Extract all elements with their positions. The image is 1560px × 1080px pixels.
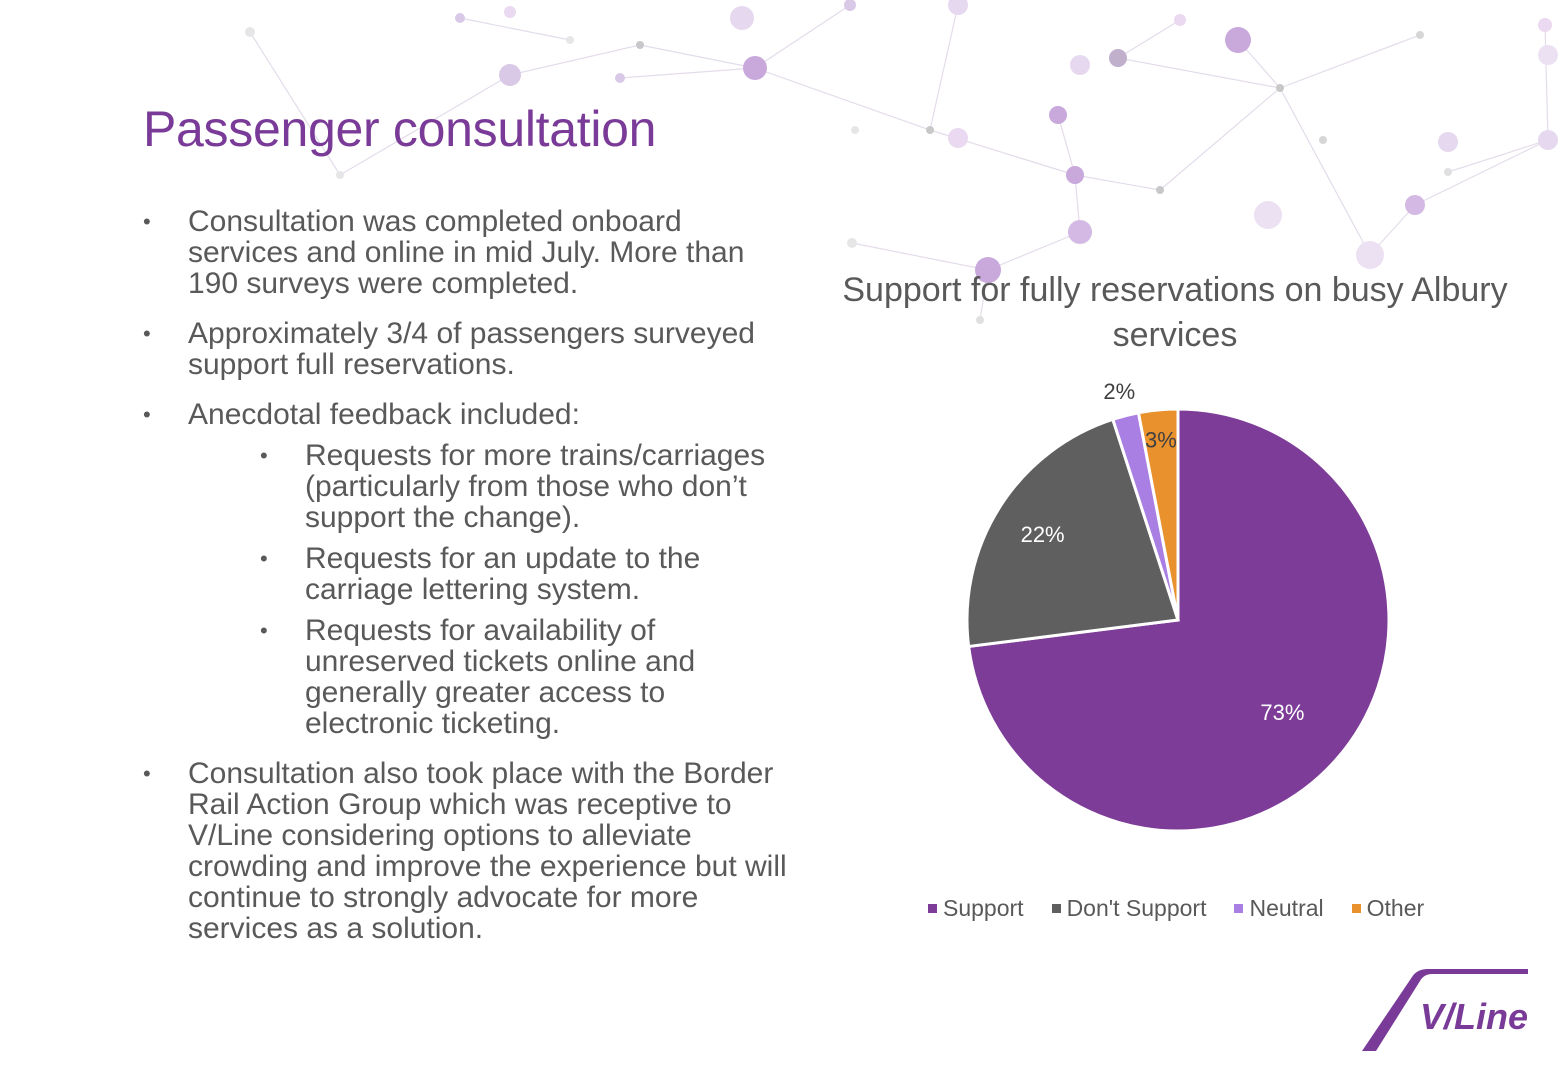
legend-item-neutral: Neutral [1234, 894, 1324, 922]
slide-title: Passenger consultation [143, 101, 657, 157]
data-label-neutral: 2% [1103, 379, 1135, 404]
legend-swatch [1351, 903, 1361, 913]
pie-slice-other [1136, 407, 1180, 621]
legend-swatch [1234, 903, 1244, 913]
sub-bullet-item: • Requests for more trains/carriages (pa… [260, 440, 793, 533]
bullet-text: Consultation was completed onboard servi… [188, 205, 745, 300]
data-label-support: 73% [1260, 700, 1304, 725]
data-label-dont-support: 22% [1021, 522, 1065, 547]
legend-item-dont-support: Don't Support [1051, 894, 1207, 922]
bullet-glyph: • [260, 443, 268, 468]
logo-track-swoosh [1362, 969, 1528, 1051]
bullet-list: • Consultation was completed onboard ser… [143, 206, 793, 963]
bullet-text: Anecdotal feedback included: [188, 398, 580, 431]
bullet-glyph: • [143, 209, 151, 234]
bullet-glyph: • [260, 546, 268, 571]
sub-bullet-text: Requests for availability of unreserved … [305, 614, 696, 740]
legend-label: Neutral [1249, 894, 1324, 921]
chart-title-line: services [1112, 316, 1238, 354]
legend-swatch [928, 903, 937, 913]
bullet-glyph: • [143, 321, 151, 346]
legend-item-other: Other [1351, 894, 1425, 922]
chart-legend: Support Don't Support Neutral Other [928, 893, 1452, 923]
bullet-text: Consultation also took place with the Bo… [188, 757, 787, 945]
pie-slice-dont-support [965, 417, 1180, 649]
bullet-glyph: • [143, 761, 151, 786]
vline-logo: V/Line [1362, 969, 1528, 1051]
legend-label: Don't Support [1066, 894, 1207, 921]
chart-title: Support for fully reservations on busy A… [815, 268, 1535, 358]
sub-bullet-item: • Requests for availability of unreserve… [260, 615, 793, 739]
bullet-item: • Consultation was completed onboard ser… [143, 206, 793, 299]
legend-label: Other [1366, 894, 1425, 921]
legend-item-support: Support [928, 895, 1024, 922]
sub-bullet-item: • Requests for an update to the carriage… [260, 543, 793, 605]
logo-wordmark: V/Line [1420, 996, 1528, 1037]
sub-bullet-text: Requests for an update to the carriage l… [305, 542, 701, 606]
bullet-item: • Approximately 3/4 of passengers survey… [143, 318, 793, 380]
bullet-item: • Consultation also took place with the … [143, 758, 793, 944]
legend-label: Support [943, 894, 1024, 921]
bullet-glyph: • [260, 618, 268, 643]
sub-bullet-text: Requests for more trains/carriages (part… [305, 439, 766, 534]
bullet-item: • Anecdotal feedback included: • Request… [143, 399, 793, 739]
sub-bullet-list: • Requests for more trains/carriages (pa… [143, 440, 793, 739]
bullet-text: Approximately 3/4 of passengers surveyed… [188, 317, 755, 381]
data-label-other: 3% [1145, 427, 1177, 452]
legend-swatch [1051, 903, 1061, 913]
bullet-glyph: • [143, 402, 151, 427]
chart-title-line: Support for fully reservations on busy A… [842, 271, 1508, 309]
